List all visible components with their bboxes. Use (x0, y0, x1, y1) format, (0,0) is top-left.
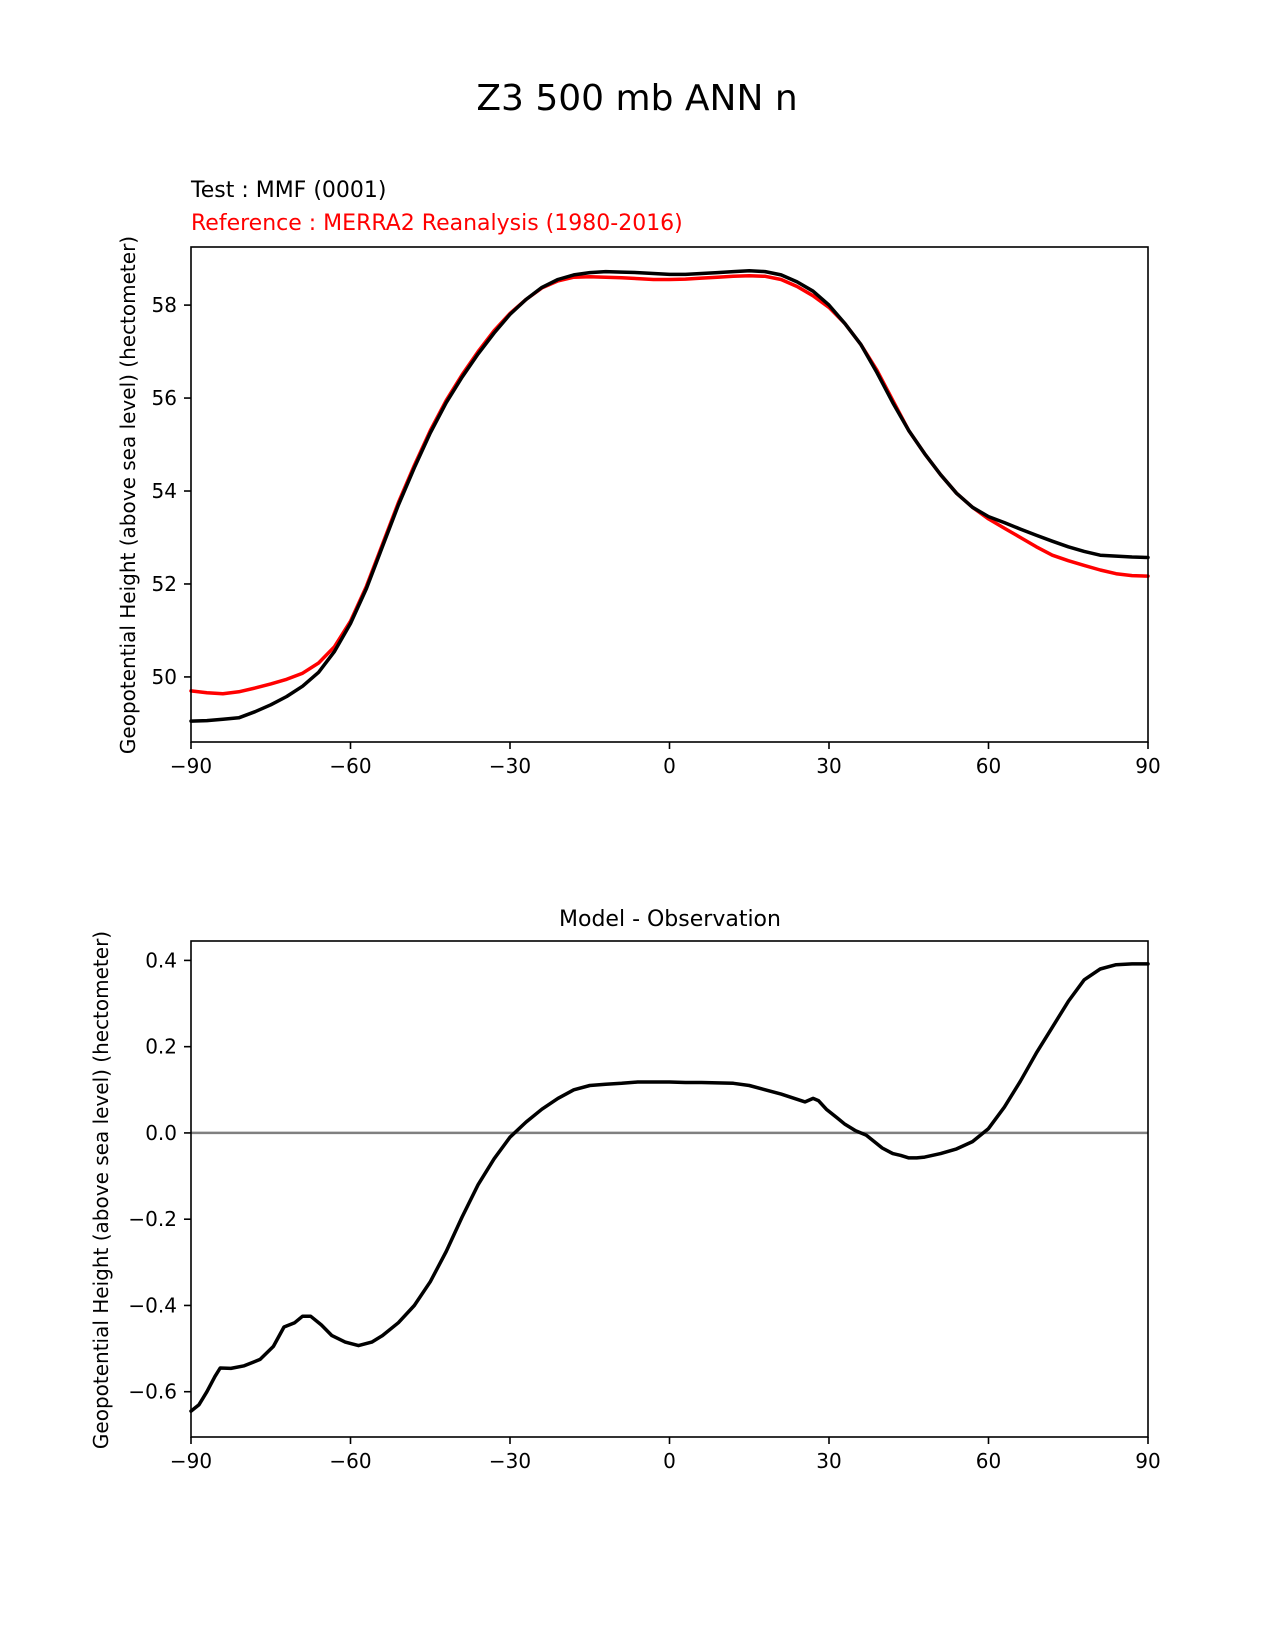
top-x-tick-label: −60 (329, 754, 371, 778)
bottom-y-tick-label: −0.4 (128, 1293, 177, 1317)
bottom-y-tick-label: 0.4 (145, 948, 177, 972)
bottom-x-tick-label: 90 (1135, 1449, 1160, 1473)
top-x-tick-label: 60 (976, 754, 1001, 778)
top-panel: Test : MMF (0001) Reference : MERRA2 Rea… (116, 178, 1161, 778)
top-x-tick-label: 30 (816, 754, 841, 778)
test-label: Test : MMF (0001) (190, 178, 387, 203)
bottom-y-tick-label: 0.0 (145, 1121, 177, 1145)
top-x-tick-label: 0 (663, 754, 676, 778)
bottom-title: Model - Observation (559, 907, 781, 932)
top-y-axis-label: Geopotential Height (above sea level) (h… (116, 236, 140, 754)
bottom-panel: Model - Observation Geopotential Height … (89, 907, 1161, 1473)
top-y-tick-label: 50 (152, 665, 177, 689)
bottom-plot-area: −90 −60 −30 0 30 60 90 −0.6 −0.4 −0.2 0.0 0.2 0.4 (128, 940, 1161, 1473)
bottom-y-axis-label: Geopotential Height (above sea level) (h… (89, 931, 113, 1449)
bottom-x-tick-label: 30 (816, 1449, 841, 1473)
reference-label: Reference : MERRA2 Reanalysis (1980-2016… (191, 211, 683, 236)
top-y-tick-label: 54 (152, 479, 177, 503)
figure-title: Z3 500 mb ANN n (476, 78, 797, 119)
top-x-tick-label: −90 (170, 754, 212, 778)
bottom-difference-line (189, 962, 1150, 1413)
bottom-x-tick-label: 0 (663, 1449, 676, 1473)
bottom-x-tick-label: −60 (329, 1449, 371, 1473)
bottom-y-tick-label: 0.2 (145, 1035, 177, 1059)
bottom-x-tick-label: −90 (170, 1449, 212, 1473)
top-x-tick-label: −30 (489, 754, 531, 778)
bottom-y-tick-label: −0.2 (128, 1207, 177, 1231)
top-y-tick-label: 58 (152, 293, 177, 317)
bottom-x-tick-label: 60 (976, 1449, 1001, 1473)
top-x-tick-label: 90 (1135, 754, 1160, 778)
top-y-tick-label: 56 (152, 386, 177, 410)
top-plot-area: −90 −60 −30 0 30 60 90 50 52 54 56 58 (152, 246, 1161, 778)
top-test-line (189, 268, 1150, 723)
bottom-x-tick-label: −30 (489, 1449, 531, 1473)
top-y-tick-label: 52 (152, 572, 177, 596)
bottom-y-tick-label: −0.6 (128, 1380, 177, 1404)
